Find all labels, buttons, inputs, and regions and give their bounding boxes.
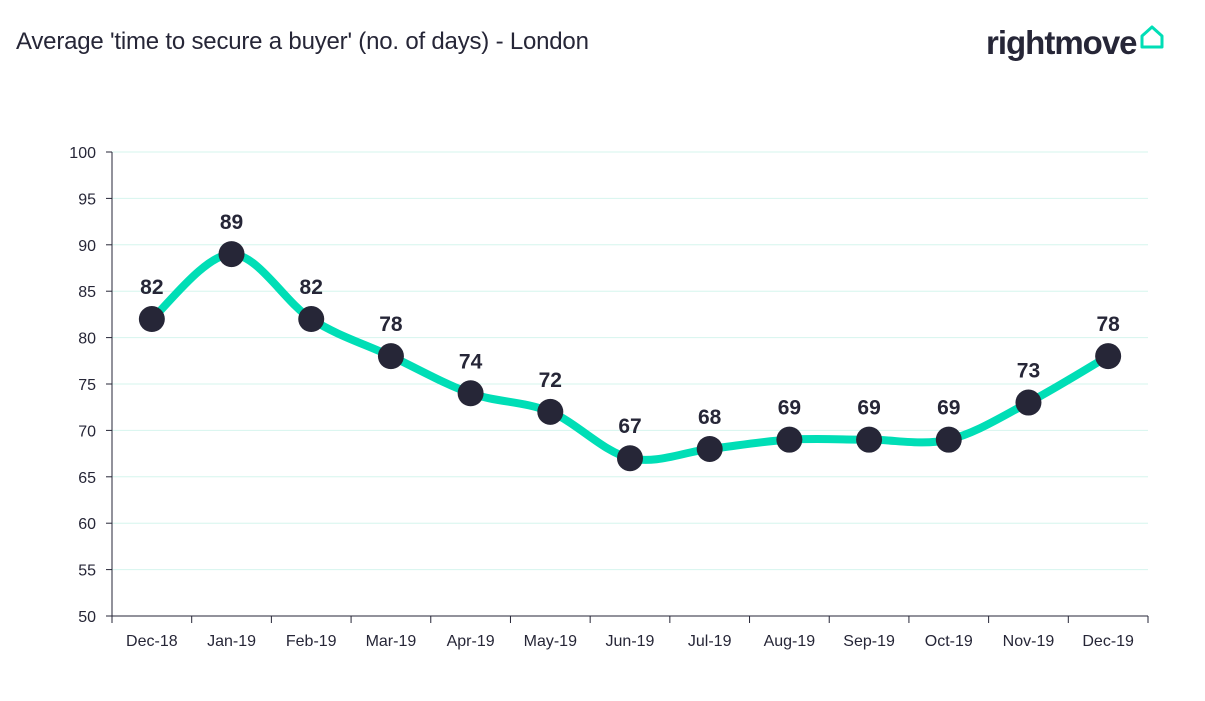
data-label: 89 — [220, 211, 243, 234]
x-axis-ticks: Dec-18 Jan-19 Feb-19 Mar-19 Apr-19 May-19 Jun-… — [126, 633, 1134, 650]
x-tick-label: Dec-19 — [1082, 633, 1134, 650]
y-axis-ticks: 50 55 60 65 70 75 80 85 90 95 100 — [69, 145, 96, 626]
x-tick-label: May-19 — [524, 633, 577, 650]
data-label: 69 — [857, 397, 880, 420]
house-outline-icon — [1140, 25, 1164, 49]
y-tick-label: 70 — [78, 423, 96, 440]
data-label: 72 — [539, 369, 562, 392]
x-tick-label: Dec-18 — [126, 633, 178, 650]
data-label: 67 — [618, 415, 641, 438]
x-tick-label: Mar-19 — [366, 633, 417, 650]
data-point — [617, 445, 643, 472]
data-point — [856, 426, 883, 453]
data-point — [298, 306, 325, 333]
chart-title: Average 'time to secure a buyer' (no. of… — [16, 28, 589, 55]
data-point — [935, 426, 962, 453]
x-tick-label: Oct-19 — [925, 633, 973, 650]
y-tick-label: 85 — [78, 284, 96, 301]
x-tick-label: Sep-19 — [843, 633, 895, 650]
data-labels: 82 89 82 78 74 72 67 68 69 69 69 73 78 — [140, 211, 1120, 438]
data-point — [457, 380, 484, 407]
y-tick-label: 60 — [78, 516, 96, 533]
data-point — [377, 343, 404, 370]
data-point — [537, 398, 564, 425]
x-tick-label: Apr-19 — [447, 633, 495, 650]
axes — [106, 151, 1149, 623]
data-label: 73 — [1017, 360, 1040, 383]
data-label: 68 — [698, 406, 722, 429]
data-point — [1095, 343, 1122, 370]
data-label: 74 — [459, 350, 483, 373]
data-point — [138, 306, 165, 333]
gridlines — [112, 151, 1148, 571]
data-label: 78 — [1096, 313, 1120, 336]
logo-text: rightmove — [986, 24, 1138, 61]
markers — [138, 241, 1122, 472]
data-point — [696, 435, 723, 462]
y-tick-label: 95 — [78, 191, 96, 208]
x-tick-label: Feb-19 — [286, 633, 337, 650]
x-tick-label: Nov-19 — [1003, 633, 1055, 650]
y-tick-label: 55 — [78, 563, 96, 580]
data-label: 82 — [300, 276, 323, 299]
data-label: 78 — [379, 313, 403, 336]
x-tick-label: Jul-19 — [688, 633, 732, 650]
data-point — [1015, 389, 1042, 416]
data-label: 69 — [937, 397, 960, 420]
y-tick-label: 50 — [78, 609, 96, 626]
y-tick-label: 100 — [69, 145, 96, 162]
y-tick-label: 65 — [78, 470, 96, 487]
data-point — [218, 241, 245, 268]
data-point — [776, 426, 803, 453]
x-tick-label: Jun-19 — [606, 633, 655, 650]
y-tick-label: 80 — [78, 331, 96, 348]
data-label: 82 — [140, 276, 163, 299]
x-tick-label: Jan-19 — [207, 633, 256, 650]
rightmove-logo: rightmove — [986, 20, 1165, 66]
data-label: 69 — [778, 397, 801, 420]
y-tick-label: 90 — [78, 238, 96, 255]
y-tick-label: 75 — [78, 377, 96, 394]
x-tick-label: Aug-19 — [764, 633, 816, 650]
